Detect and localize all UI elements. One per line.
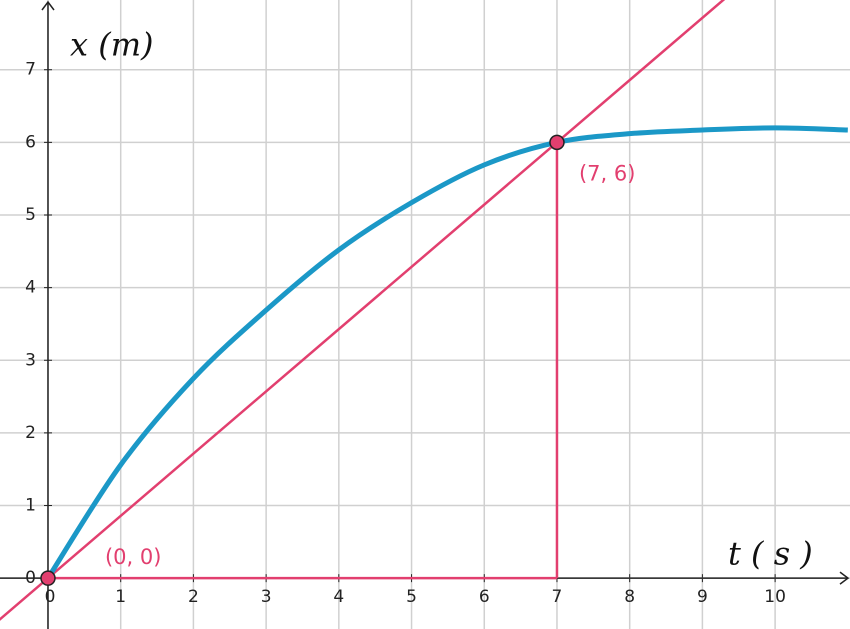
y-axis-label: x (m) xyxy=(70,26,154,64)
x-tick-label: 1 xyxy=(115,587,126,607)
x-tick-label: 10 xyxy=(764,587,786,607)
x-axis-label: t ( s ) xyxy=(728,535,813,573)
point-label: (7, 6) xyxy=(579,161,635,185)
x-tick-label: 2 xyxy=(188,587,199,607)
x-tick-label: 5 xyxy=(406,587,417,607)
y-tick-label: 2 xyxy=(25,423,36,443)
point-label: (0, 0) xyxy=(105,545,161,569)
x-tick-label: 9 xyxy=(697,587,708,607)
position-curve xyxy=(45,125,848,580)
x-tick-label: 3 xyxy=(261,587,272,607)
x-tick-label: 0 xyxy=(45,587,56,607)
x-tick-label: 7 xyxy=(552,587,563,607)
x-tick-label: 4 xyxy=(333,587,344,607)
y-tick-label: 3 xyxy=(25,350,36,370)
y-axis-arrow xyxy=(41,0,55,11)
x-axis-arrow xyxy=(839,571,850,585)
y-tick-label: 4 xyxy=(25,278,36,298)
y-tick-label: 6 xyxy=(25,132,36,152)
x-tick-label: 8 xyxy=(624,587,635,607)
x-tick-label: 6 xyxy=(479,587,490,607)
y-tick-label: 7 xyxy=(25,60,36,80)
y-tick-label: 1 xyxy=(25,496,36,516)
y-tick-label: 5 xyxy=(25,205,36,225)
point xyxy=(549,134,565,151)
point xyxy=(40,570,56,586)
